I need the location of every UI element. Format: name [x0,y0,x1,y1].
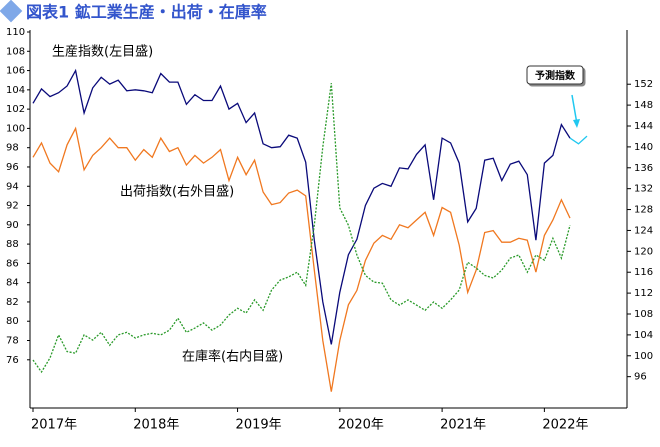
y2-tick-label: 116 [634,267,653,278]
y2-tick-label: 144 [634,121,653,132]
annotation: 出荷指数(右外目盛) [120,185,234,200]
y2-tick-label: 96 [634,372,647,383]
y-tick-label: 80 [6,316,19,327]
series-line [32,126,571,392]
y-tick-label: 100 [6,123,25,134]
y2-tick-label: 112 [634,288,653,299]
y-tick-label: 92 [6,201,19,212]
y-tick-label: 88 [6,239,19,250]
y2-tick-label: 120 [634,246,653,257]
y2-tick-label: 148 [634,100,653,111]
y2-tick-label: 128 [634,205,653,216]
forecast-box [526,65,584,85]
y-tick-label: 104 [6,85,25,96]
y-tick-label: 78 [6,336,19,347]
y-tick-label: 110 [6,27,25,38]
y-tick-label: 86 [6,258,19,269]
y2-tick-label: 152 [634,79,653,90]
y2-tick-label: 100 [634,351,653,362]
x-tick-label: 2017年 [31,418,77,433]
y-tick-label: 96 [6,162,19,173]
y-tick-label: 106 [6,66,25,77]
y2-tick-label: 104 [634,330,653,341]
y-tick-label: 94 [6,181,19,192]
arrow-head [573,119,580,128]
annotation: 予測指数 [535,69,576,82]
title-icon [0,0,23,23]
chart-title: 図表1 鉱工業生産・出荷・在庫率 [26,3,267,22]
series-line [32,83,571,374]
annotation: 在庫率(右内目盛) [182,349,283,365]
series-line [32,68,571,345]
series-line [569,135,588,145]
arrow [571,94,578,125]
y2-tick-label: 132 [634,184,653,195]
x-tick-label: 2022年 [542,418,588,433]
y2-tick-label: 124 [634,225,653,236]
y-tick-label: 102 [6,104,25,115]
x-tick-label: 2018年 [133,418,179,433]
x-tick-label: 2019年 [236,418,282,433]
y-tick-label: 108 [6,46,25,57]
y-tick-label: 84 [6,278,19,289]
x-tick-label: 2020年 [338,418,384,433]
y-tick-label: 98 [6,143,19,154]
y-tick-label: 90 [6,220,19,231]
y-tick-label: 76 [6,355,19,366]
x-tick-label: 2021年 [440,418,486,433]
y2-tick-label: 108 [634,309,653,320]
annotation: 生産指数(左目盛) [52,44,153,60]
y-tick-label: 82 [6,297,19,308]
y2-tick-label: 136 [634,163,653,174]
y2-tick-label: 140 [634,142,653,153]
